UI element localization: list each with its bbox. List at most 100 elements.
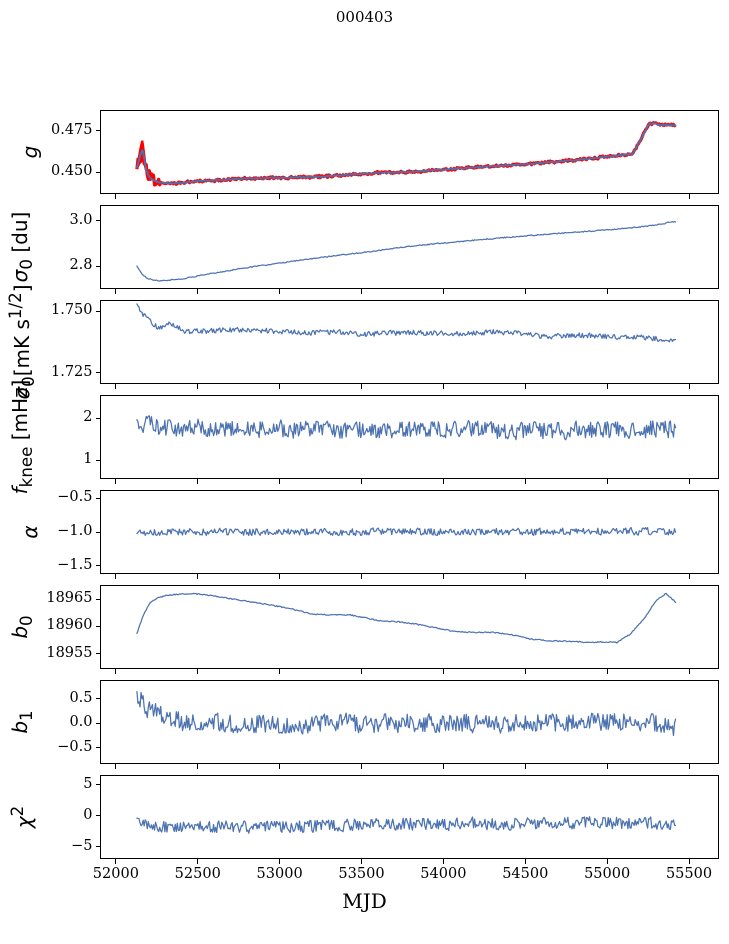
x-tick-mark — [197, 289, 199, 294]
series-sigma0-du-line — [135, 220, 676, 282]
x-tick-mark — [279, 479, 281, 484]
y-tick-label-b1-1: 0.0 — [69, 714, 93, 731]
x-tick-mark — [524, 194, 526, 199]
x-tick-mark — [197, 574, 199, 579]
x-tick-mark — [115, 859, 117, 864]
series-f-knee-line — [135, 415, 676, 441]
plot-panel-chi2 — [99, 775, 719, 859]
x-tick-mark — [606, 289, 608, 294]
y-tick-mark — [95, 265, 100, 267]
y-tick-mark — [95, 310, 100, 312]
x-tick-mark — [279, 859, 281, 864]
y-tick-label-b1-0: −0.5 — [57, 738, 93, 755]
x-tick-mark — [442, 574, 444, 579]
x-tick-mark — [361, 194, 363, 199]
x-tick-label-0: 52000 — [92, 866, 139, 882]
y-tick-label-gain-0: 0.450 — [50, 163, 93, 180]
x-tick-mark — [442, 669, 444, 674]
x-tick-label-5: 54500 — [502, 866, 549, 882]
y-tick-mark — [95, 625, 100, 628]
y-tick-label-alpha-0: −0.5 — [57, 489, 93, 506]
x-tick-mark — [361, 764, 363, 769]
y-tick-mark — [95, 130, 100, 132]
y-tick-mark — [95, 698, 100, 700]
x-tick-mark — [606, 479, 608, 484]
x-tick-mark — [279, 384, 281, 389]
x-tick-mark — [524, 574, 526, 579]
x-tick-mark — [442, 289, 444, 294]
plot-panel-sigma0-mK — [99, 300, 719, 384]
x-tick-mark — [197, 764, 199, 769]
x-tick-mark — [115, 764, 117, 769]
x-tick-mark — [115, 289, 117, 294]
y-tick-mark — [95, 815, 100, 817]
y-tick-mark — [95, 784, 100, 786]
x-tick-mark — [442, 384, 444, 389]
x-tick-mark — [688, 574, 690, 579]
x-tick-mark — [279, 764, 281, 769]
figure-title: 000403 — [335, 8, 394, 26]
y-axis-label-b0: b0 — [8, 615, 36, 639]
x-tick-mark — [688, 289, 690, 294]
y-tick-label-b0-0: 18955 — [46, 644, 93, 661]
y-tick-mark — [95, 171, 100, 173]
series-b1-line — [135, 691, 676, 737]
plot-panel-alpha — [99, 490, 719, 574]
x-axis-label: MJD — [342, 889, 387, 913]
series-b0-line — [135, 592, 676, 644]
x-tick-mark — [442, 859, 444, 864]
y-tick-label-chi2-1: 0 — [83, 806, 93, 823]
y-axis-label-chi2: χ2 — [8, 805, 36, 829]
y-tick-label-alpha-2: −1.5 — [57, 556, 93, 573]
y-tick-mark — [95, 846, 100, 848]
x-tick-mark — [524, 764, 526, 769]
x-tick-mark — [361, 479, 363, 484]
y-axis-label-b1: b1 — [8, 710, 36, 734]
x-tick-mark — [688, 194, 690, 199]
x-tick-mark — [688, 859, 690, 864]
x-tick-mark — [606, 384, 608, 389]
x-tick-mark — [606, 574, 608, 579]
x-tick-label-4: 54000 — [420, 866, 467, 882]
x-tick-mark — [442, 479, 444, 484]
y-tick-label-sigma0-du-0: 2.8 — [69, 257, 93, 274]
x-tick-mark — [361, 574, 363, 579]
x-tick-mark — [524, 669, 526, 674]
x-tick-mark — [361, 859, 363, 864]
series-gain-points — [134, 121, 676, 187]
x-tick-label-3: 53500 — [338, 866, 385, 882]
x-tick-mark — [688, 669, 690, 674]
y-tick-mark — [95, 417, 100, 419]
y-axis-label-alpha: α — [18, 525, 42, 539]
y-tick-label-gain-1: 0.475 — [50, 121, 93, 138]
x-tick-mark — [688, 764, 690, 769]
x-tick-mark — [606, 194, 608, 199]
x-tick-mark — [361, 289, 363, 294]
y-axis-label-sigma0-du: σ0 [du] — [8, 211, 36, 283]
x-tick-mark — [115, 669, 117, 674]
y-tick-mark — [95, 747, 100, 749]
plot-panel-sigma0-du — [99, 205, 719, 289]
plot-panel-b0 — [99, 585, 719, 669]
y-tick-mark — [95, 497, 100, 499]
x-tick-mark — [606, 764, 608, 769]
series-sigma0-mK-line — [135, 303, 676, 343]
series-chi2-line — [135, 816, 676, 834]
y-tick-label-b0-1: 18960 — [46, 617, 93, 634]
x-tick-mark — [279, 669, 281, 674]
x-tick-mark — [442, 194, 444, 199]
y-tick-label-f-knee-0: 1 — [83, 451, 93, 468]
x-tick-mark — [197, 859, 199, 864]
y-tick-mark — [95, 722, 100, 724]
y-tick-label-chi2-2: 5 — [83, 775, 93, 792]
x-tick-mark — [524, 384, 526, 389]
x-tick-mark — [524, 289, 526, 294]
y-tick-label-alpha-1: −1.0 — [57, 523, 93, 539]
series-gain-line — [135, 122, 677, 185]
x-tick-mark — [197, 479, 199, 484]
x-tick-label-1: 52500 — [174, 866, 221, 882]
series-alpha-line — [135, 526, 676, 537]
y-tick-mark — [95, 653, 100, 655]
y-tick-mark — [95, 372, 100, 374]
